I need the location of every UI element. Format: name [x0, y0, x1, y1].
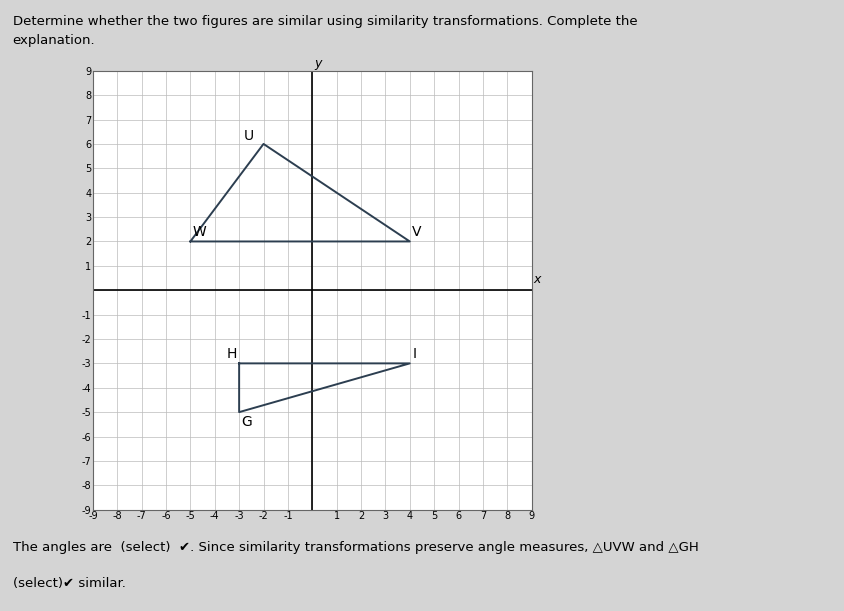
Text: explanation.: explanation. [13, 34, 95, 46]
Text: U: U [244, 129, 254, 143]
Text: V: V [412, 225, 422, 239]
Text: x: x [533, 273, 540, 286]
Text: G: G [241, 415, 252, 428]
Text: H: H [226, 347, 236, 361]
Text: Determine whether the two figures are similar using similarity transformations. : Determine whether the two figures are si… [13, 15, 637, 28]
Text: W: W [192, 225, 207, 239]
Text: (select)✔ similar.: (select)✔ similar. [13, 577, 126, 590]
Text: I: I [412, 347, 416, 361]
Text: The angles are  (select)  ✔. Since similarity transformations preserve angle mea: The angles are (select) ✔. Since similar… [13, 541, 699, 554]
Text: y: y [315, 57, 322, 70]
